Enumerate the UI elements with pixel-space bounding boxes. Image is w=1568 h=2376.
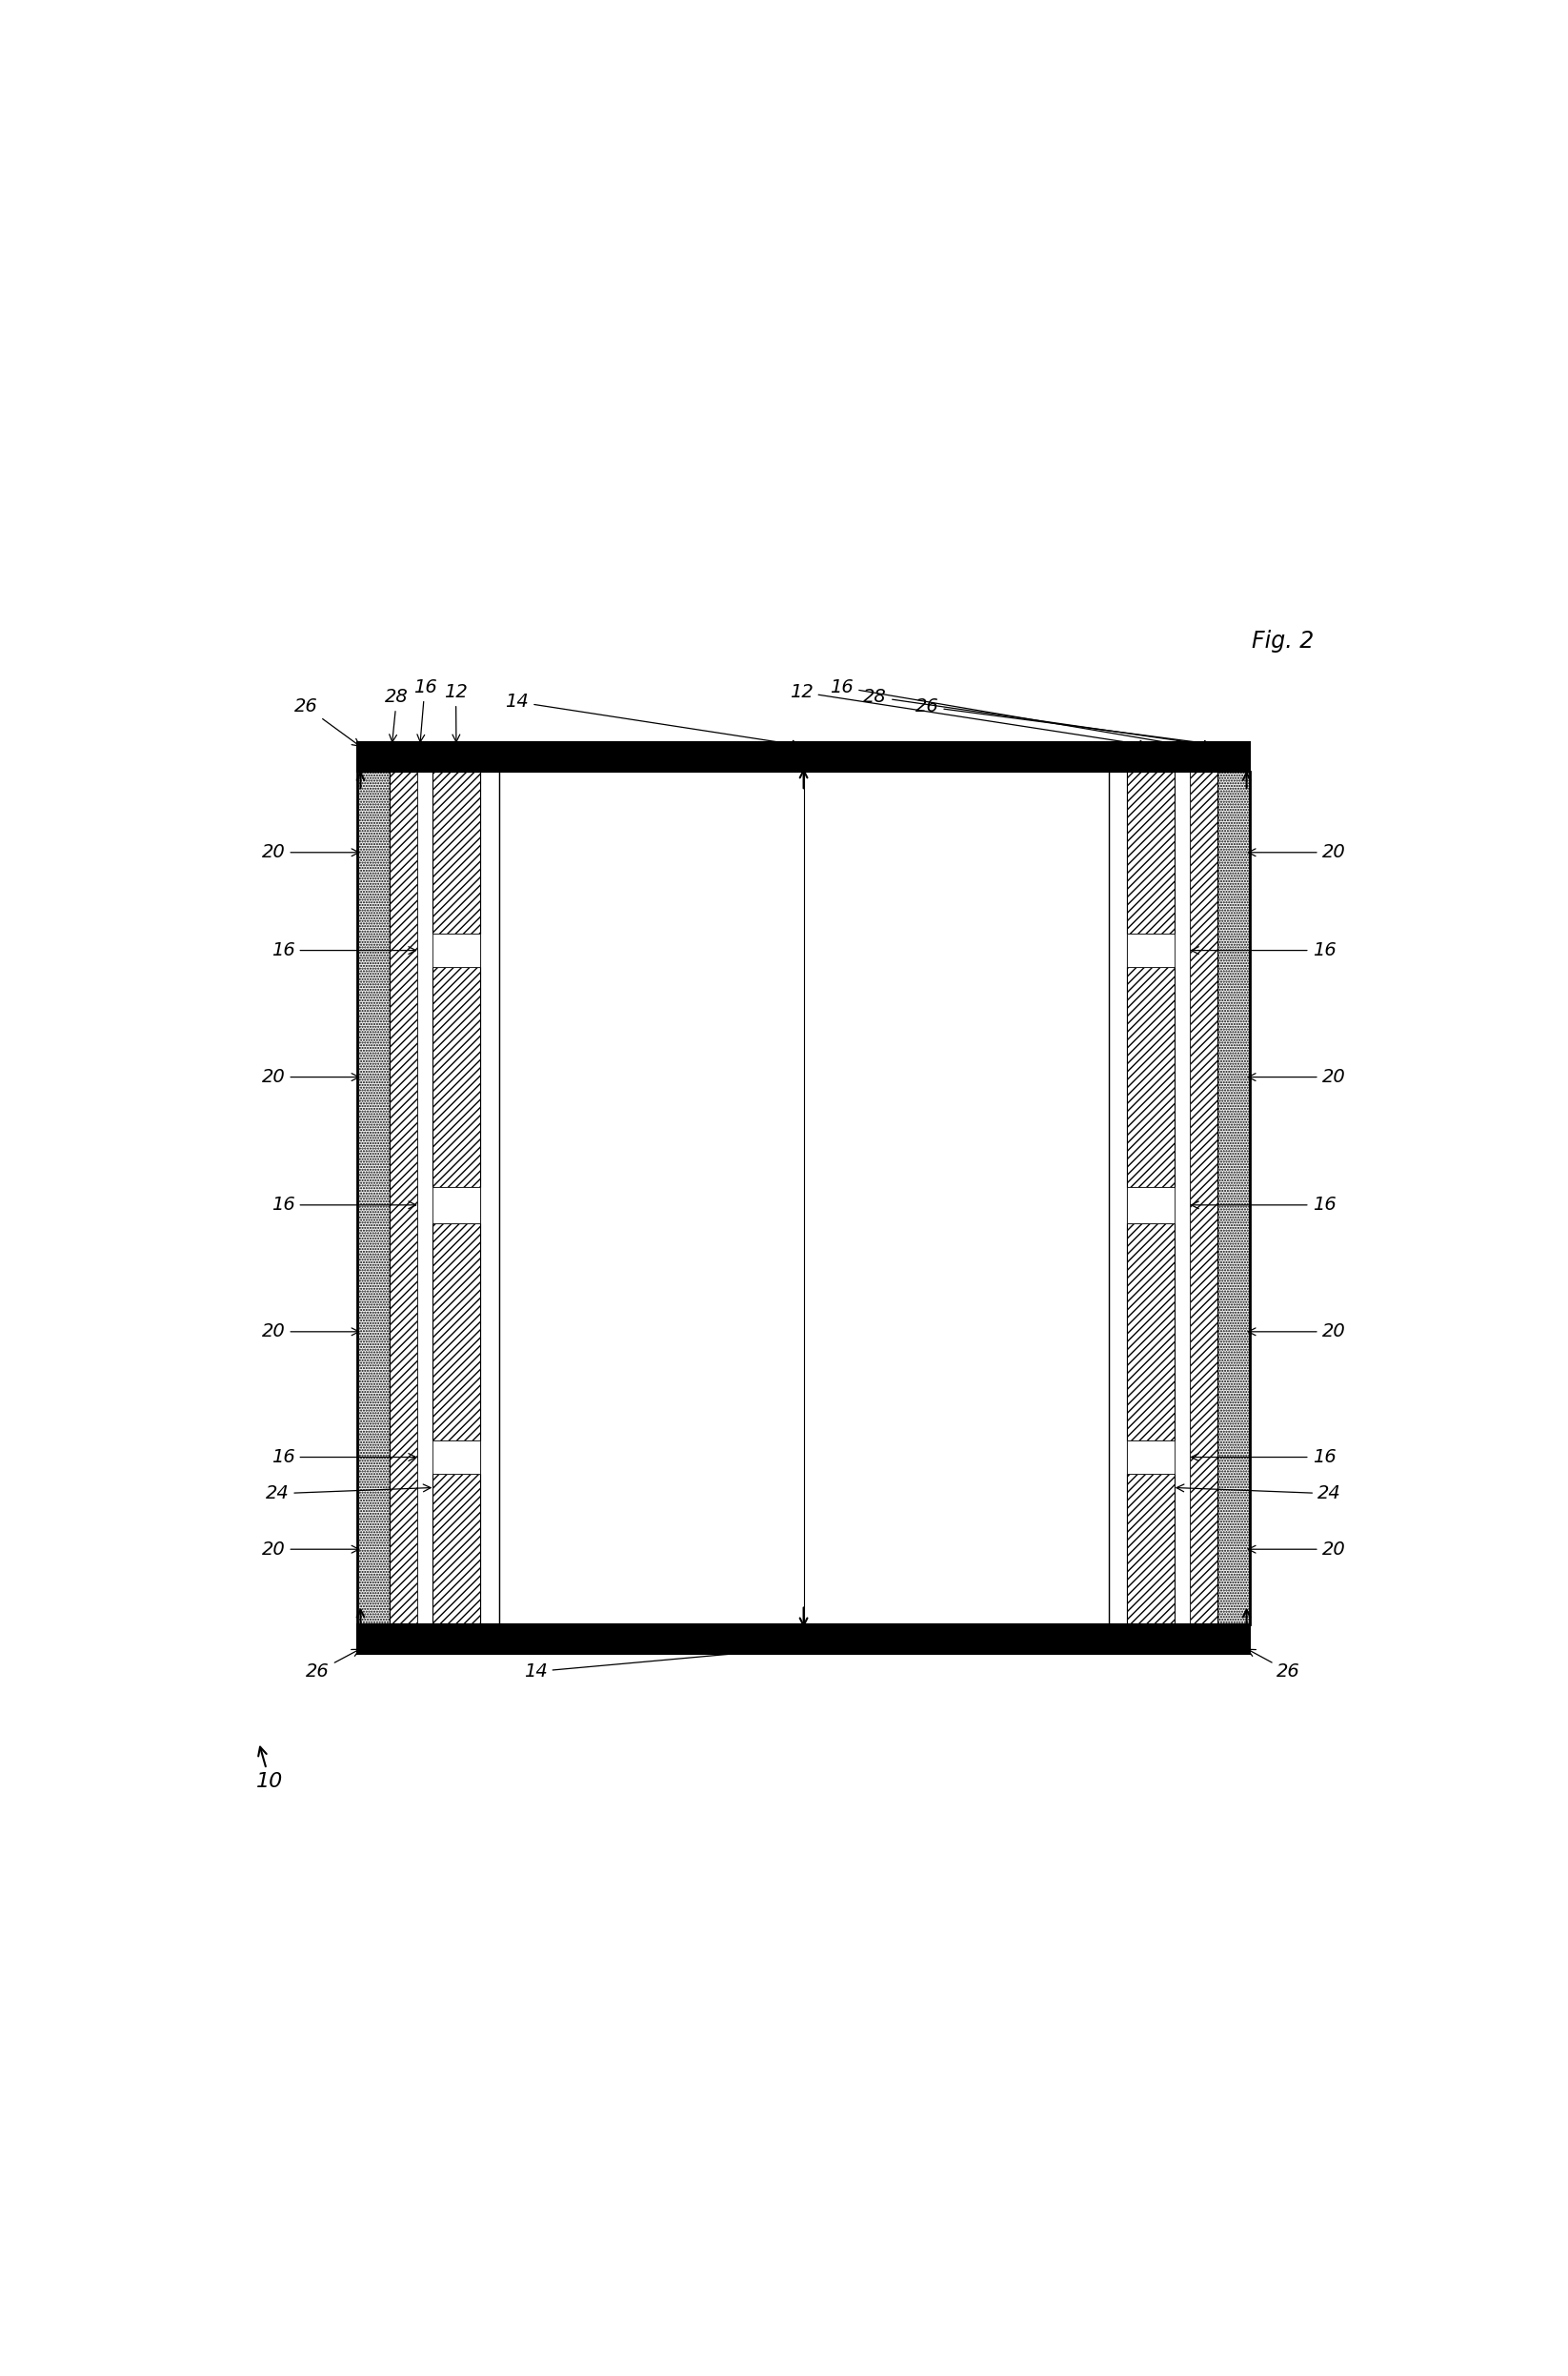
Bar [1127,1473,1174,1625]
Text: 20: 20 [262,1323,359,1340]
Bar [1109,772,1127,1625]
Text: 28: 28 [386,689,409,741]
Text: 20: 20 [262,1540,359,1559]
Bar [358,1625,1250,1654]
Bar [358,741,1250,772]
Bar [417,772,433,1625]
Bar [1127,1440,1174,1473]
Text: 20: 20 [262,843,359,862]
Text: 16: 16 [1192,941,1336,960]
Bar [1127,967,1174,1186]
Text: 20: 20 [1248,1069,1345,1086]
Text: 16: 16 [1192,1447,1336,1466]
Bar [1127,772,1174,934]
Text: 26: 26 [1248,1649,1300,1680]
Text: 24: 24 [265,1485,431,1502]
Bar [1190,772,1218,1625]
Text: 16: 16 [412,677,436,741]
Bar [1218,772,1250,1625]
Text: 12: 12 [444,682,467,741]
Text: 16: 16 [271,1195,416,1214]
Text: 12: 12 [790,682,1148,748]
Bar [1127,1224,1174,1440]
Text: 26: 26 [295,699,359,746]
Bar [433,1473,480,1625]
Bar [433,967,480,1186]
Text: 16: 16 [829,677,1184,748]
Text: 24: 24 [1176,1485,1341,1502]
Bar [433,1186,480,1224]
Bar [358,772,389,1625]
Text: 16: 16 [271,1447,416,1466]
Bar [1127,1186,1174,1224]
Bar [433,1224,480,1440]
Text: 10: 10 [257,1746,284,1792]
Text: 16: 16 [271,941,416,960]
Text: Fig. 2: Fig. 2 [1251,630,1314,653]
Bar [1174,772,1190,1625]
Text: 14: 14 [524,1644,800,1680]
Text: 26: 26 [916,699,1240,751]
Text: 14: 14 [505,694,800,748]
Text: 20: 20 [1248,1323,1345,1340]
Bar [433,772,480,934]
Text: 26: 26 [306,1649,359,1680]
Bar [480,772,499,1625]
Bar [499,772,1109,1625]
Bar [1127,934,1174,967]
Text: 28: 28 [864,689,1212,748]
Text: 20: 20 [1248,843,1345,862]
Text: 20: 20 [1248,1540,1345,1559]
Bar [433,1440,480,1473]
Text: 16: 16 [1192,1195,1336,1214]
Bar [389,772,417,1625]
Bar [433,934,480,967]
Text: 20: 20 [262,1069,359,1086]
